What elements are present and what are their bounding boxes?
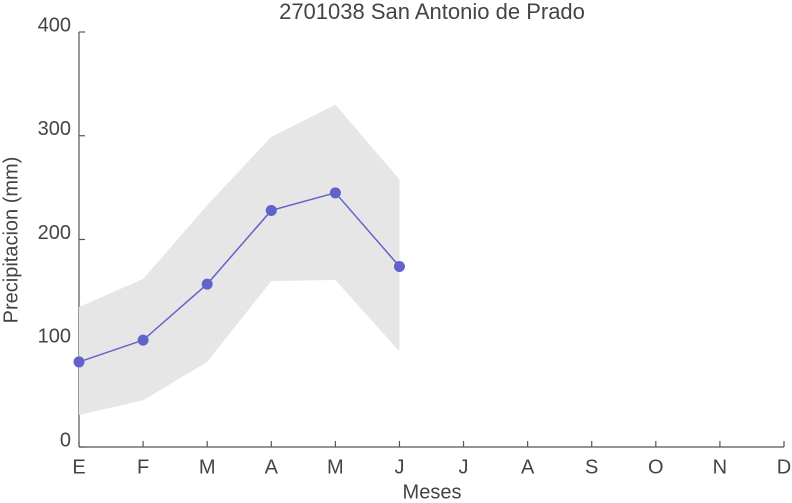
x-axis-label: Meses [403, 481, 462, 503]
series-line [78, 191, 401, 363]
x-tick-label: A [521, 456, 535, 478]
x-tick-label: O [648, 456, 664, 478]
data-point [73, 356, 85, 368]
y-tick-label: 300 [38, 118, 71, 140]
data-point [201, 278, 213, 290]
range-band [79, 104, 400, 415]
y-tick-label: 200 [38, 222, 71, 244]
x-tick-label: S [585, 456, 598, 478]
x-tick-label: J [459, 456, 469, 478]
x-tick-label: M [199, 456, 216, 478]
data-point [265, 204, 277, 216]
data-point [393, 260, 405, 272]
y-axis-label: Precipitacion (mm) [0, 157, 22, 324]
data-point [329, 187, 341, 199]
x-tick-label: J [394, 456, 404, 478]
x-tick-label: F [137, 456, 149, 478]
y-tick-label: 400 [38, 14, 71, 36]
y-tick-label: 100 [38, 326, 71, 348]
chart-title: 2701038 San Antonio de Prado [279, 0, 585, 24]
x-tick-label: A [265, 456, 279, 478]
y-tick-label: 0 [60, 429, 71, 451]
x-tick-label: M [327, 456, 344, 478]
x-tick-label: E [72, 456, 85, 478]
x-tick-label: N [713, 456, 727, 478]
data-point [137, 334, 149, 346]
x-tick-label: D [777, 456, 791, 478]
